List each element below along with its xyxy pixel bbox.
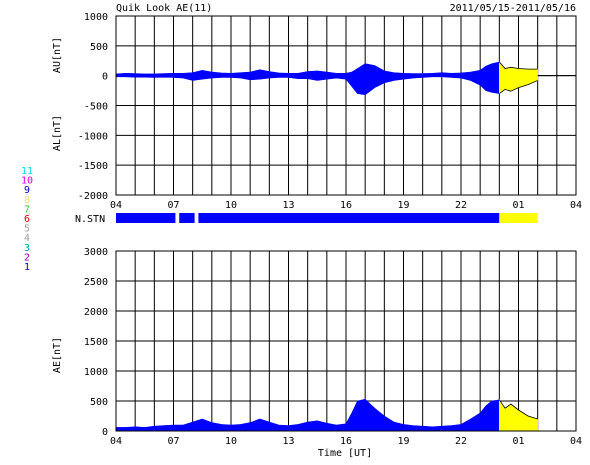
x-tick-label: 07	[167, 436, 179, 447]
x-tick-label: 13	[282, 200, 294, 211]
x-tick-label: 13	[282, 436, 294, 447]
y-tick-label: 3000	[84, 247, 108, 258]
x-tick-label: 10	[225, 436, 237, 447]
nstn-segment-final	[116, 213, 176, 223]
plot-frame	[115, 250, 577, 432]
x-tick-label: 01	[512, 200, 524, 211]
x-tick-label: 22	[455, 200, 467, 211]
date-range: 2011/05/15-2011/05/16	[450, 3, 576, 14]
y-tick-label: 0	[102, 72, 108, 83]
x-tick-label: 04	[570, 436, 582, 447]
legend-station-5: 5	[24, 224, 30, 235]
legend-station-6: 6	[24, 214, 30, 225]
plot-frame	[115, 15, 577, 196]
x-tick-label: 04	[110, 200, 122, 211]
y-tick-label: 2000	[84, 307, 108, 318]
legend-station-7: 7	[24, 204, 30, 215]
x-tick-label: 19	[397, 436, 409, 447]
x-tick-label: 07	[167, 200, 179, 211]
au-series-line	[499, 61, 538, 70]
x-tick-label: 04	[570, 200, 582, 211]
x-tick-label: 16	[340, 200, 352, 211]
x-tick-label: 16	[340, 436, 352, 447]
y-tick-label: -500	[84, 102, 108, 113]
nstn-segment-final	[179, 213, 195, 223]
legend-station-9: 9	[24, 185, 30, 196]
legend-station-8: 8	[24, 195, 30, 206]
y-tick-label: 1000	[84, 12, 108, 23]
legend-station-4: 4	[24, 233, 30, 244]
x-axis-label: Time [UT]	[318, 448, 372, 459]
y-tick-label: -1500	[78, 161, 108, 172]
y-tick-label: 500	[90, 42, 108, 53]
x-tick-label: 01	[512, 436, 524, 447]
y-tick-label: -2000	[78, 191, 108, 202]
y-tick-label: 1000	[84, 367, 108, 378]
y-tick-label: 1500	[84, 337, 108, 348]
x-tick-label: 22	[455, 436, 467, 447]
x-tick-label: 04	[110, 436, 122, 447]
y-tick-label: 500	[90, 397, 108, 408]
nstn-segment-final	[198, 213, 500, 223]
ae-axis-label: AE[nT]	[52, 337, 63, 373]
x-tick-label: 19	[397, 200, 409, 211]
nstn-segment-provisional	[499, 213, 538, 223]
legend-station-2: 2	[24, 252, 30, 263]
al-series-line	[499, 80, 538, 94]
figure-title: Quik Look AE(11)	[116, 3, 212, 14]
legend-station-3: 3	[24, 243, 30, 254]
x-tick-label: 10	[225, 200, 237, 211]
y-tick-label: -1000	[78, 131, 108, 142]
nstn-bar	[116, 213, 538, 223]
y-tick-label: 0	[102, 427, 108, 438]
legend-station-10: 10	[21, 176, 33, 187]
al-axis-label: AL[nT]	[52, 115, 63, 151]
nstn-label: N.STN	[75, 214, 105, 225]
legend-station-1: 1	[24, 262, 30, 273]
legend-station-11: 11	[21, 166, 33, 177]
au-axis-label: AU[nT]	[52, 37, 63, 73]
y-tick-label: 2500	[84, 277, 108, 288]
ae-series-line	[499, 399, 538, 420]
